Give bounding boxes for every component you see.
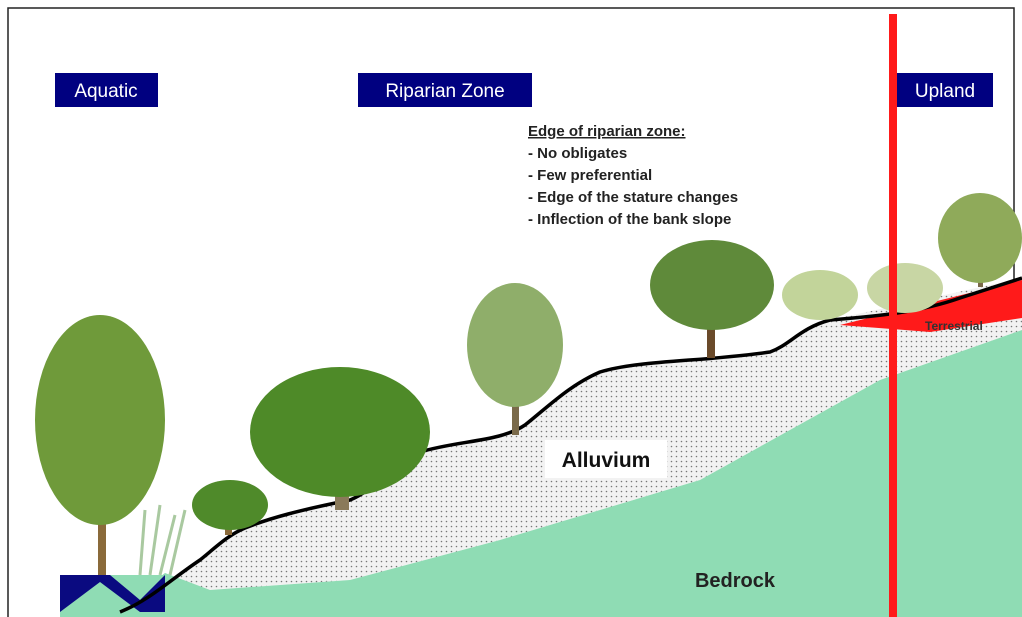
layer-label: Alluvium xyxy=(562,449,651,472)
zone-label: Aquatic xyxy=(74,81,137,102)
layer-label: Terrestrial xyxy=(925,319,983,333)
zone-label: Riparian Zone xyxy=(385,81,504,102)
note-item: - Few preferential xyxy=(528,167,652,184)
diagram: Aquatic Riparian Zone Upland Edge of rip… xyxy=(0,0,1022,617)
note-item: - No obligates xyxy=(528,145,627,162)
note-item: - Edge of the stature changes xyxy=(528,189,738,206)
note-title: Edge of riparian zone: xyxy=(528,123,686,140)
riparian-boundary xyxy=(889,14,897,617)
layer-label: Bedrock xyxy=(695,570,776,592)
note-item: - Inflection of the bank slope xyxy=(528,211,731,228)
zone-label: Upland xyxy=(915,81,975,102)
